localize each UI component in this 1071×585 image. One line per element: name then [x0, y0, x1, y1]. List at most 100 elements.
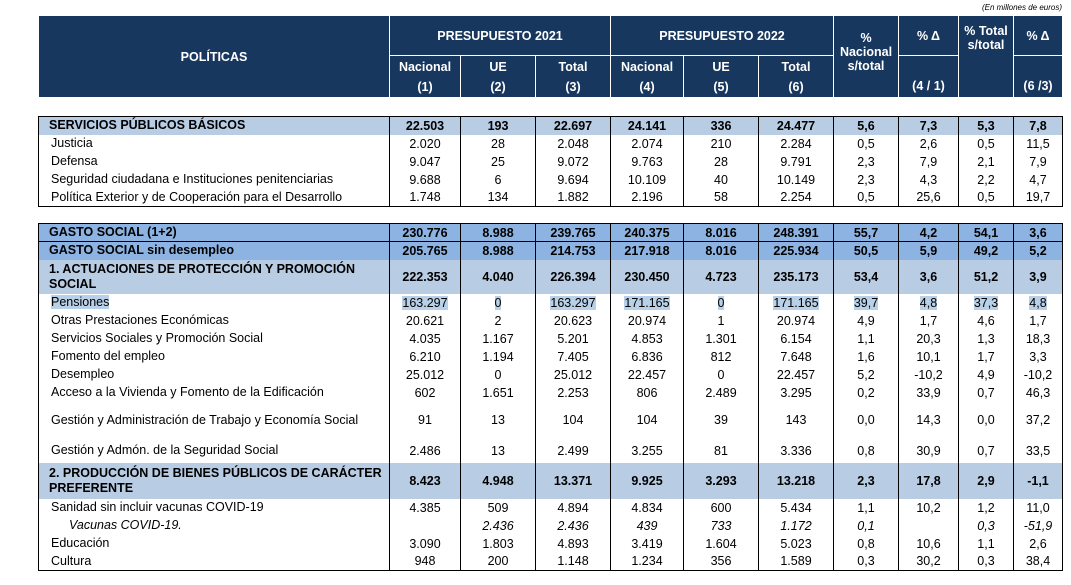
cell: 214.753 — [535, 241, 611, 260]
cell: 9.688 — [389, 170, 461, 189]
table-row: Educación 3.090 1.803 4.893 3.419 1.604 5.023 0… — [38, 534, 1063, 553]
cell: 200 — [460, 552, 536, 571]
cell: 336 — [683, 116, 759, 135]
cell: 210 — [683, 134, 759, 153]
header-cell: % Δ — [1013, 15, 1063, 56]
cell: 2.074 — [610, 134, 684, 153]
cell: 1,6 — [833, 347, 899, 366]
cell: 0,1 — [833, 516, 899, 535]
cell: 2,6 — [898, 134, 959, 153]
cell: 53,4 — [833, 259, 899, 294]
header-sub: Total — [558, 59, 588, 74]
table-row: Sanidad sin incluir vacunas COVID-19 4.38… — [38, 498, 1063, 517]
cell: 1.589 — [758, 552, 834, 571]
cell: 0 — [683, 293, 759, 312]
cell: 8.016 — [683, 241, 759, 260]
cell: 9.047 — [389, 152, 461, 171]
cell-text: 0 — [494, 295, 502, 310]
cell: 2,9 — [958, 462, 1014, 499]
cell: 2.489 — [683, 383, 759, 402]
cell: 22.457 — [610, 365, 684, 384]
cell: 217.918 — [610, 241, 684, 260]
cell: 25,6 — [898, 188, 959, 207]
cell: 1,7 — [1013, 311, 1063, 330]
header-sub: (4 / 1) — [912, 79, 945, 93]
cell: 0 — [683, 365, 759, 384]
cell: 13 — [460, 438, 536, 463]
cell: 248.391 — [758, 223, 834, 242]
cell: -1,1 — [1013, 462, 1063, 499]
cell: 7.405 — [535, 347, 611, 366]
cell: 55,7 — [833, 223, 899, 242]
table-row: Desempleo 25.012 0 25.012 22.457 0 22.457 5,2 -1… — [38, 365, 1063, 384]
header-sub: UE — [489, 59, 507, 74]
cell: 163.297 — [389, 293, 461, 312]
cell: 6.154 — [758, 329, 834, 348]
cell: 39,7 — [833, 293, 899, 312]
cell: 10,6 — [898, 534, 959, 553]
row-label: Desempleo — [38, 365, 390, 384]
cell: 6.210 — [389, 347, 461, 366]
cell: 49,2 — [958, 241, 1014, 260]
cell: 2.486 — [389, 438, 461, 463]
header-cell: PRESUPUESTO 2021 — [389, 15, 611, 56]
cell: 2.196 — [610, 188, 684, 207]
cell: 812 — [683, 347, 759, 366]
table-row: Fomento del empleo 6.210 1.194 7.405 6.836 81… — [38, 347, 1063, 366]
cell: 2,3 — [833, 462, 899, 499]
cell — [898, 516, 959, 535]
cell: 1.172 — [758, 516, 834, 535]
cell: 9.925 — [610, 462, 684, 499]
table-row: GASTO SOCIAL (1+2) 230.776 8.988 239.765 240… — [38, 223, 1063, 242]
cell: 1.234 — [610, 552, 684, 571]
cell: 1.882 — [535, 188, 611, 207]
header-sub: (2) — [490, 79, 506, 94]
cell: 6 — [460, 170, 536, 189]
cell: 2.284 — [758, 134, 834, 153]
cell: 24.477 — [758, 116, 834, 135]
header-cell: PRESUPUESTO 2022 — [610, 15, 834, 56]
unit-note: (En millones de euros) — [981, 3, 1062, 12]
header-cell: (4 / 1) — [898, 55, 959, 98]
cell: 5,2 — [833, 365, 899, 384]
cell-text: 4,8 — [1029, 295, 1047, 310]
cell: 40 — [683, 170, 759, 189]
cell: 51,2 — [958, 259, 1014, 294]
header-cell: Total (3) — [535, 55, 611, 98]
cell: 0,3 — [958, 516, 1014, 535]
cell: 4.853 — [610, 329, 684, 348]
cell: 4.035 — [389, 329, 461, 348]
row-label: Otras Prestaciones Económicas — [38, 311, 390, 330]
cell: 3.255 — [610, 438, 684, 463]
cell: 38,4 — [1013, 552, 1063, 571]
cell: 13 — [460, 401, 536, 439]
cell: 30,9 — [898, 438, 959, 463]
cell: 0,0 — [833, 401, 899, 439]
cell: 17,8 — [898, 462, 959, 499]
cell: -51,9 — [1013, 516, 1063, 535]
cell: 1.301 — [683, 329, 759, 348]
cell: 20.974 — [610, 311, 684, 330]
table-row: Servicios Sociales y Promoción Social 4.0… — [38, 329, 1063, 348]
cell: 356 — [683, 552, 759, 571]
row-label: Cultura — [38, 552, 390, 571]
cell: 4.894 — [535, 498, 611, 517]
cell: 8.988 — [460, 241, 536, 260]
cell: 8.988 — [460, 223, 536, 242]
cell: 171.165 — [610, 293, 684, 312]
cell: 2.048 — [535, 134, 611, 153]
header-sub: UE — [712, 59, 730, 74]
cell: 5,9 — [898, 241, 959, 260]
cell: 1,3 — [958, 329, 1014, 348]
cell: 5.023 — [758, 534, 834, 553]
cell: 11,5 — [1013, 134, 1063, 153]
cell: 733 — [683, 516, 759, 535]
cell: 24.141 — [610, 116, 684, 135]
cell: 4,8 — [898, 293, 959, 312]
cell: 0,3 — [833, 552, 899, 571]
cell: 0 — [460, 365, 536, 384]
table-row: Gestión y Administración de Trabajo y Ec… — [38, 401, 1063, 439]
cell: 39 — [683, 401, 759, 439]
cell: 2,1 — [958, 152, 1014, 171]
row-label: GASTO SOCIAL (1+2) — [38, 223, 390, 242]
